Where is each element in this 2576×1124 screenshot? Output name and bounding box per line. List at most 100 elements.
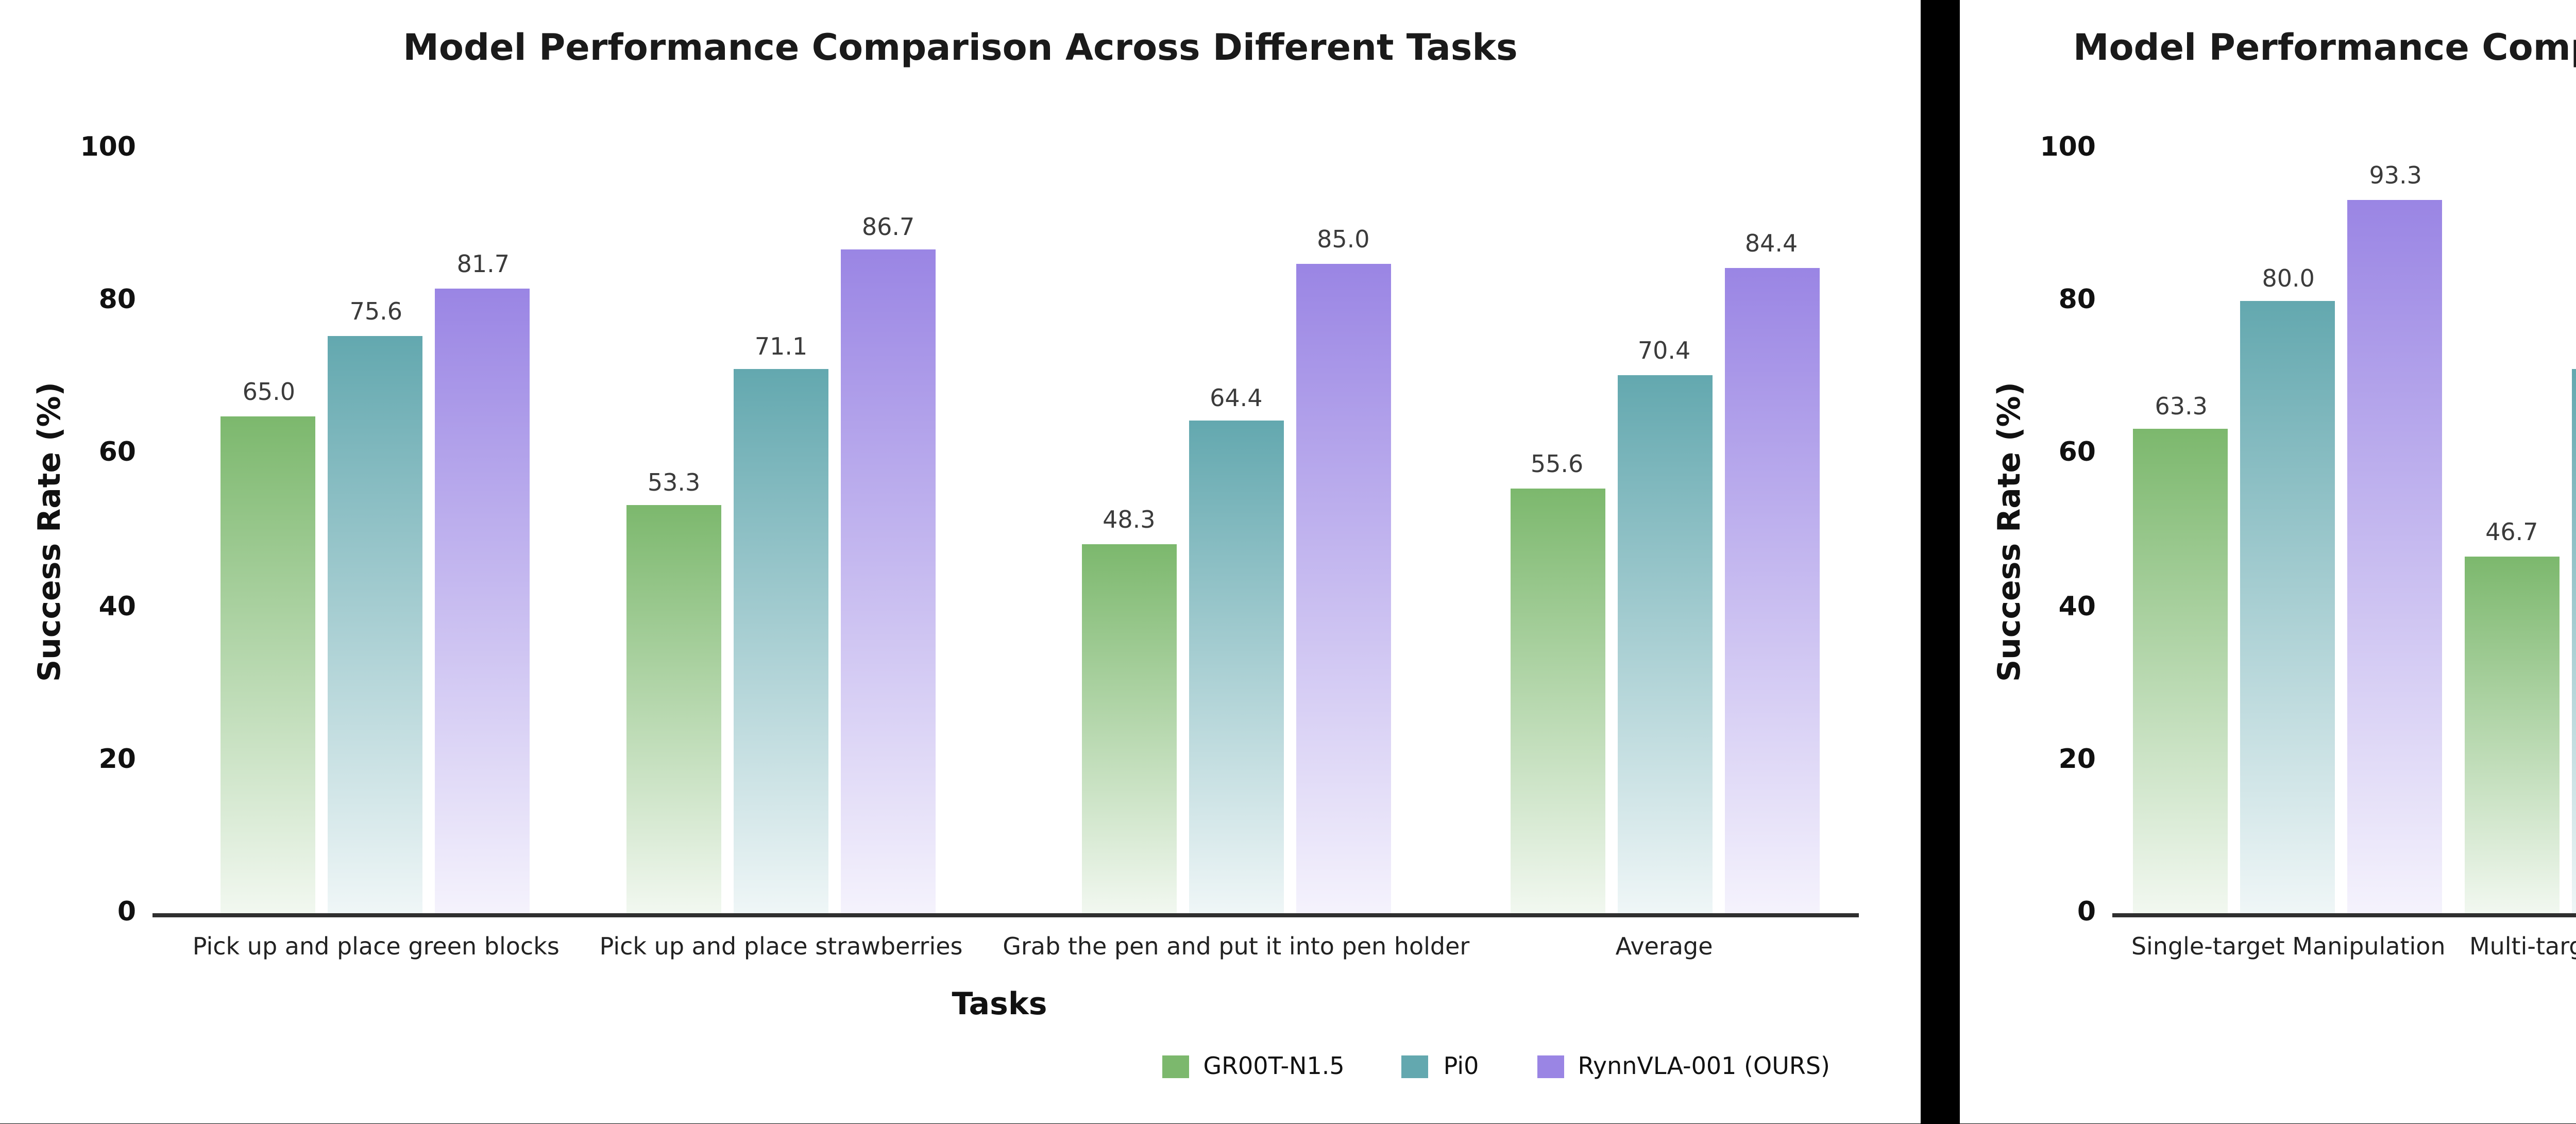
bar-groups: 63.3 80.0 93.3 Single-target Manipulation 46… bbox=[2112, 148, 2576, 961]
bar-unit: 93.3 bbox=[2348, 161, 2443, 913]
bar-GR00T-N1.5 bbox=[626, 506, 722, 913]
legend-item: Pi0 bbox=[1402, 1051, 1479, 1080]
y-tick-label: 60 bbox=[2058, 439, 2096, 470]
category-label: Average bbox=[1615, 932, 1713, 961]
y-tick-label: 40 bbox=[98, 592, 136, 623]
legend-swatch-icon bbox=[1162, 1056, 1189, 1079]
category-group: 65.0 75.6 81.7 Pick up and place green bloc… bbox=[193, 148, 560, 961]
bar-unit: 70.4 bbox=[1617, 337, 1712, 913]
y-tick-label: 0 bbox=[2077, 898, 2096, 929]
bar-unit: 65.0 bbox=[221, 378, 316, 913]
bar-unit: 84.4 bbox=[1724, 229, 1819, 913]
category-group: 48.3 64.4 85.0 Grab the pen and put it into… bbox=[1003, 148, 1469, 961]
bar-RynnVLA-001 (OURS) bbox=[1296, 263, 1391, 913]
plot-wrap: Success Rate (%) 0 20 40 60 80 100 65.0 75.6 81… bbox=[0, 135, 1921, 961]
bar-value-label: 93.3 bbox=[2369, 161, 2422, 191]
bar-RynnVLA-001 (OURS) bbox=[435, 288, 531, 913]
bar-GR00T-N1.5 bbox=[1081, 544, 1177, 913]
bar-value-label: 86.7 bbox=[861, 212, 915, 241]
bar-unit: 64.4 bbox=[1189, 382, 1284, 913]
category-label: Single-target Manipulation bbox=[2131, 932, 2446, 961]
panel-divider bbox=[1921, 0, 1960, 1124]
bar-unit: 55.6 bbox=[1510, 449, 1605, 913]
bar-unit: 86.7 bbox=[841, 212, 936, 913]
y-tick-label: 60 bbox=[98, 439, 136, 470]
plot-area: 65.0 75.6 81.7 Pick up and place green bloc… bbox=[152, 148, 1859, 961]
y-axis-label: Success Rate (%) bbox=[21, 148, 78, 913]
bar-value-label: 63.3 bbox=[2155, 391, 2208, 420]
bar-Pi0 bbox=[2571, 369, 2576, 913]
y-tick-label: 80 bbox=[2058, 286, 2096, 317]
category-group: 63.3 80.0 93.3 Single-target Manipulation bbox=[2131, 148, 2446, 961]
bar-value-label: 65.0 bbox=[242, 378, 295, 407]
bar-unit: 71.1 bbox=[734, 331, 829, 913]
bar-unit: 48.3 bbox=[1081, 506, 1177, 913]
y-tick-label: 40 bbox=[2058, 592, 2096, 623]
bar-RynnVLA-001 (OURS) bbox=[2348, 199, 2443, 913]
bar-unit: 71.1 bbox=[2571, 335, 2576, 913]
legend-item: GR00T-N1.5 bbox=[1162, 1051, 1345, 1080]
bar-unit: 63.3 bbox=[2133, 391, 2229, 913]
bar-GR00T-N1.5 bbox=[2133, 429, 2229, 913]
bar-Pi0 bbox=[1189, 421, 1284, 913]
chart-title: Model Performance Comparison Across Diff… bbox=[2073, 29, 2576, 70]
bar-RynnVLA-001 (OURS) bbox=[1724, 267, 1819, 913]
x-axis-title: Scenarios bbox=[1960, 985, 2576, 1022]
x-axis-line bbox=[2112, 913, 2576, 916]
bar-unit: 81.7 bbox=[435, 250, 531, 913]
legend-swatch-icon bbox=[1402, 1056, 1429, 1079]
category-group: 55.6 70.4 84.4 Average bbox=[1510, 148, 1819, 961]
y-axis-label-text: Success Rate (%) bbox=[1991, 381, 2028, 681]
y-tick-label: 0 bbox=[117, 898, 136, 929]
category-group: 53.3 71.1 86.7 Pick up and place strawberri… bbox=[600, 148, 963, 961]
plot-area: 63.3 80.0 93.3 Single-target Manipulation 46… bbox=[2112, 148, 2576, 961]
legend: GR00T-N1.5 Pi0 RynnVLA-001 (OURS) bbox=[0, 1051, 1921, 1080]
plot-wrap: Success Rate (%) 0 20 40 60 80 100 63.3 80.0 93… bbox=[1960, 135, 2576, 961]
bar-Pi0 bbox=[328, 335, 423, 913]
bar-value-label: 64.4 bbox=[1210, 382, 1263, 412]
x-axis-line bbox=[152, 913, 1859, 916]
bar-RynnVLA-001 (OURS) bbox=[841, 250, 936, 913]
legend-label: GR00T-N1.5 bbox=[1203, 1051, 1345, 1080]
bar-value-label: 85.0 bbox=[1317, 225, 1370, 254]
y-axis-ticks: 0 20 40 60 80 100 bbox=[78, 135, 152, 927]
y-tick-label: 80 bbox=[98, 286, 136, 317]
bar-value-label: 75.6 bbox=[349, 297, 402, 326]
bar-value-label: 80.0 bbox=[2262, 263, 2315, 292]
bar-value-label: 71.1 bbox=[754, 331, 808, 360]
bar-value-label: 46.7 bbox=[2485, 518, 2538, 547]
chart-title: Model Performance Comparison Across Diff… bbox=[403, 29, 1518, 70]
y-tick-label: 20 bbox=[98, 745, 136, 776]
category-group: 46.771.178.3Multi-target Manipulation bbox=[2464, 148, 2576, 961]
legend-label: RynnVLA-001 (OURS) bbox=[1578, 1051, 1830, 1080]
legend-swatch-icon bbox=[1536, 1056, 1564, 1079]
y-tick-label: 20 bbox=[2058, 745, 2096, 776]
bar-value-label: 55.6 bbox=[1530, 449, 1584, 479]
bar-value-label: 48.3 bbox=[1103, 506, 1156, 535]
bar-Pi0 bbox=[734, 369, 829, 913]
chart-panel-tasks: Model Performance Comparison Across Diff… bbox=[0, 0, 1921, 1124]
y-axis-ticks: 0 20 40 60 80 100 bbox=[2038, 135, 2112, 927]
chart-panel-scenarios: Model Performance Comparison Across Diff… bbox=[1960, 0, 2576, 1124]
category-label: Pick up and place green blocks bbox=[192, 932, 560, 961]
category-label: Multi-target Manipulation bbox=[2469, 932, 2576, 961]
bar-groups: 65.0 75.6 81.7 Pick up and place green bloc… bbox=[152, 148, 1859, 961]
bar-GR00T-N1.5 bbox=[221, 416, 316, 913]
y-axis-label-text: Success Rate (%) bbox=[31, 381, 68, 681]
bar-value-label: 81.7 bbox=[456, 250, 510, 279]
legend-item: RynnVLA-001 (OURS) bbox=[1536, 1051, 1830, 1080]
legend-label: Pi0 bbox=[1443, 1051, 1479, 1080]
category-label: Grab the pen and put it into pen holder bbox=[1003, 932, 1470, 961]
bar-unit: 85.0 bbox=[1296, 225, 1391, 913]
bar-value-label: 70.4 bbox=[1637, 337, 1691, 366]
bar-unit: 80.0 bbox=[2241, 263, 2336, 913]
y-axis-label: Success Rate (%) bbox=[1980, 148, 2038, 913]
bar-unit: 75.6 bbox=[328, 297, 423, 913]
y-tick-label: 100 bbox=[80, 133, 136, 164]
bar-GR00T-N1.5 bbox=[2464, 556, 2560, 913]
bar-value-label: 84.4 bbox=[1744, 229, 1798, 259]
bar-Pi0 bbox=[1617, 375, 1712, 913]
bar-unit: 46.7 bbox=[2464, 518, 2560, 913]
